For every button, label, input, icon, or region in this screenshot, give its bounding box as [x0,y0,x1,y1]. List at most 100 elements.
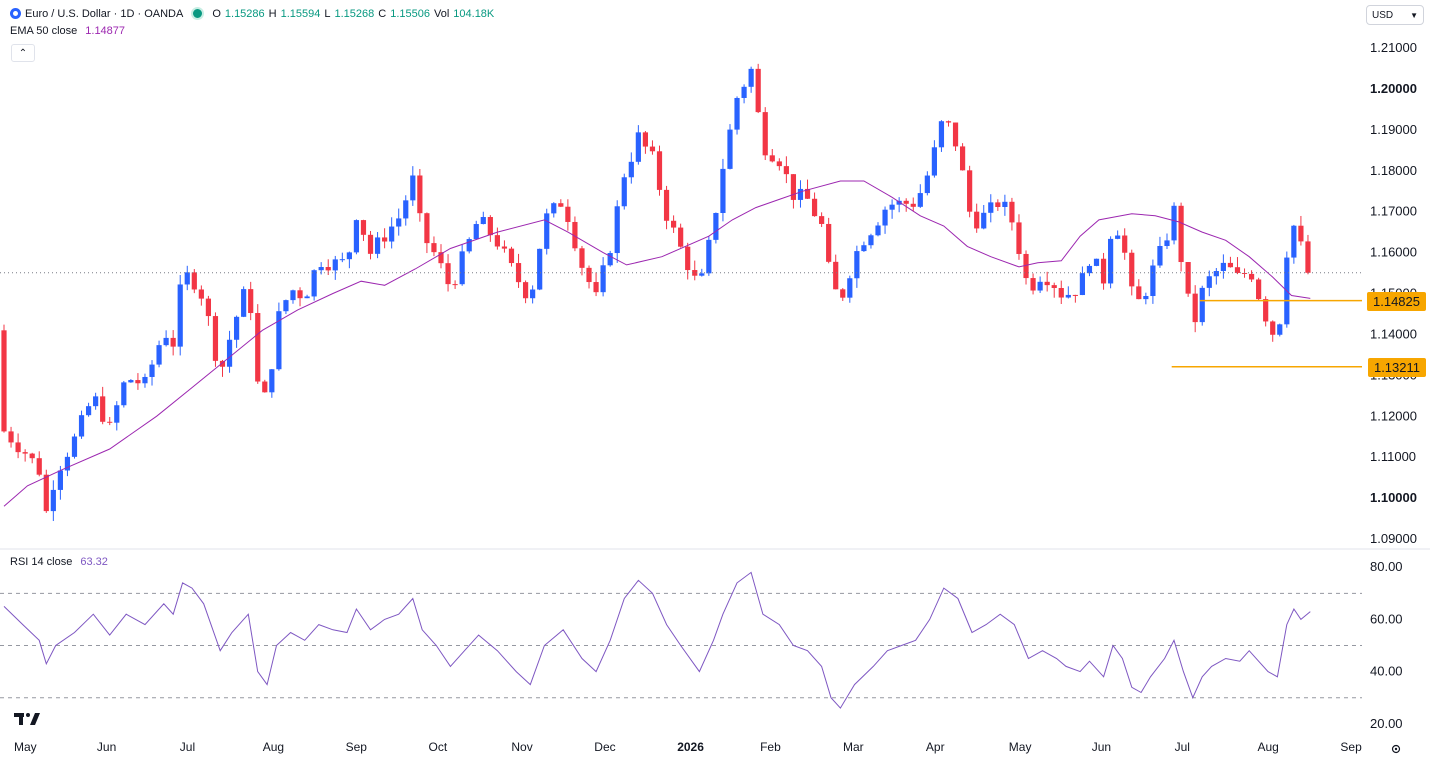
level-label-upper: 1.14825 [1367,292,1426,311]
collapse-legend-button[interactable]: ⌃ [11,44,35,62]
candle-body [769,155,775,162]
ema-legend[interactable]: EMA 50 close 1.14877 [10,25,125,37]
candle-body [501,246,508,249]
candle-body [776,161,782,167]
candle-body [1213,271,1219,277]
volume-value: 104.18K [453,7,495,20]
time-tick-label: Dec [594,740,615,754]
candle-body [1072,294,1078,296]
candle-body [1178,205,1184,263]
currency-value: USD [1372,9,1394,21]
candle-body [910,203,916,207]
candle-body [924,175,930,194]
candle-body [374,237,381,254]
candle-body [262,381,268,393]
candle-body [445,263,451,285]
low-value: 1.15268 [334,7,375,20]
candle-body [1108,238,1114,284]
candle-body [1227,262,1234,268]
candle-body [981,212,987,229]
candle-body [198,289,204,299]
candle-body [896,200,902,205]
candle-body [290,290,296,301]
candle-body [1,330,7,432]
candle-body [410,175,416,201]
candle-body [607,253,613,266]
open-value: 1.15286 [224,7,265,20]
candle-body [508,248,515,264]
candle-body [988,202,994,213]
candle-body [614,206,620,254]
candle-body [515,263,522,283]
candle-body [565,206,571,222]
candle-body [1093,258,1100,266]
ema-label: EMA 50 close [10,25,78,37]
time-tick-label: Feb [760,740,781,754]
candle-body [551,203,557,214]
time-tick-label: Jun [97,740,116,754]
candle-body [628,161,634,178]
candle-body [311,270,317,297]
time-tick-label: Jun [1092,740,1111,754]
candle-body [882,209,888,226]
time-tick-label: Nov [511,740,532,754]
rsi-tick-label: 60.00 [1370,611,1403,626]
candle-body [1192,293,1198,323]
time-tick-label: Apr [926,740,945,754]
currency-select[interactable]: USD ▼ [1366,5,1424,25]
candle-body [367,234,374,254]
price-tick-label: 1.18000 [1370,163,1417,178]
candle-body [1086,265,1093,274]
candle-body [917,193,923,207]
candle-body [339,259,345,261]
candle-body [50,489,56,512]
candle-body [692,270,698,276]
candle-body [1065,294,1071,298]
candle-body [219,360,226,367]
candle-body [346,252,352,260]
candle-body [847,278,853,298]
open-label: O [212,7,221,20]
candle-body [1150,265,1156,297]
symbol-legend: Euro / U.S. Dollar · 1D · OANDA O 1.15286… [10,7,494,20]
candle-body [706,239,712,274]
time-tick-label: Sep [1340,740,1362,754]
symbol-title[interactable]: Euro / U.S. Dollar · 1D · OANDA [25,7,184,20]
gear-icon[interactable] [1390,743,1402,755]
candle-body [678,227,684,247]
candle-body [64,456,71,471]
chevron-up-icon: ⌃ [18,47,28,59]
candle-body [431,243,437,253]
candle-body [1220,262,1226,272]
time-tick-label: Mar [843,740,864,754]
candle-body [389,226,395,242]
candle-body [1009,201,1015,223]
candle-body [1051,285,1057,289]
price-tick-label: 1.10000 [1370,490,1417,505]
candle-body [473,224,479,240]
rsi-tick-label: 80.00 [1370,559,1403,574]
candle-body [22,452,28,454]
rsi-legend[interactable]: RSI 14 close 63.32 [10,556,108,568]
candle-body [107,421,113,423]
candle-body [1100,258,1107,284]
candle-body [459,251,465,285]
candle-body [149,364,155,377]
candle-body [1115,235,1121,239]
price-tick-label: 1.20000 [1370,81,1417,96]
candle-body [734,97,740,130]
candle-body [797,188,804,200]
candle-body [593,282,599,293]
tradingview-logo-icon[interactable] [14,712,40,726]
candle-body [840,289,846,298]
candle-body [967,170,973,212]
candle-body [621,177,627,207]
candle-body [1277,324,1283,335]
candle-body [177,284,183,347]
candle-body [1241,272,1248,274]
candle-body [163,337,169,346]
candle-body [861,245,867,252]
candle-body [93,396,99,407]
candle-body [57,470,63,490]
